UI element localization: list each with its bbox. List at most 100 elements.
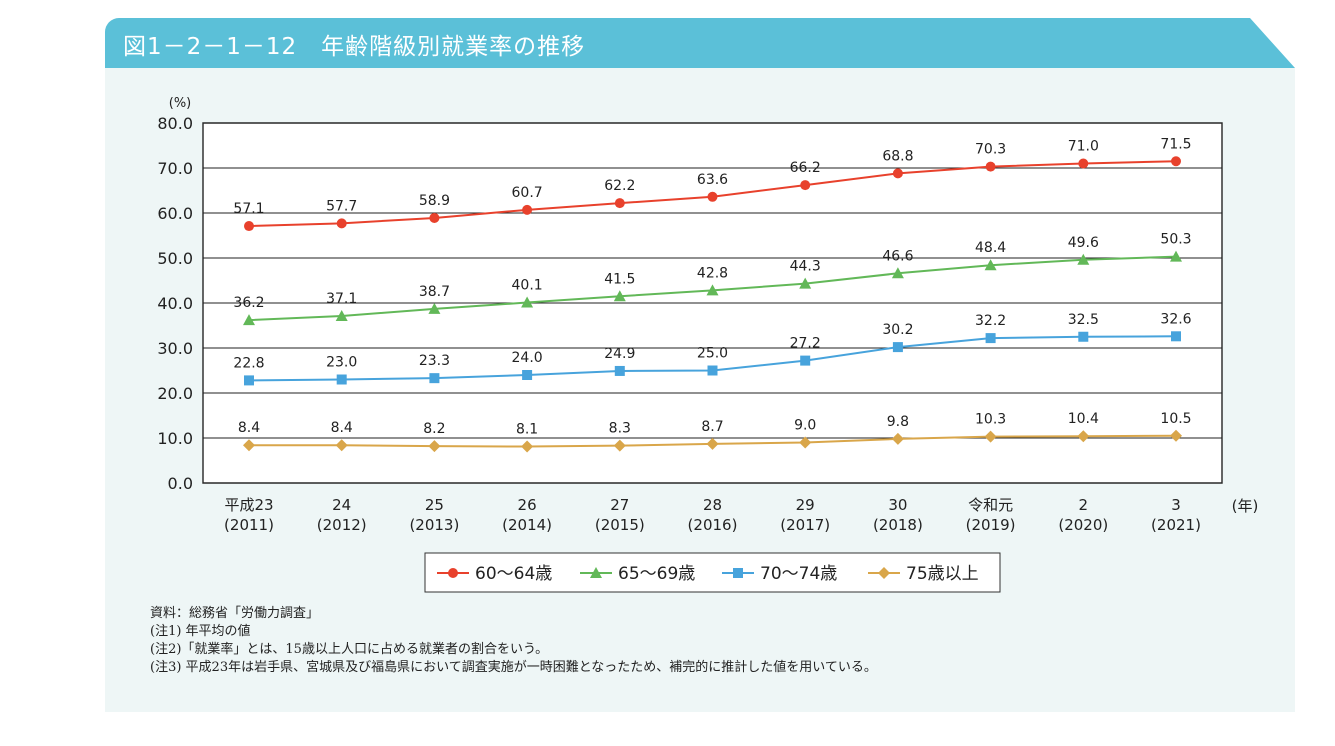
legend-box — [424, 552, 1001, 593]
data-label: 22.8 — [233, 355, 264, 371]
data-label: 30.2 — [882, 322, 913, 338]
data-point — [984, 259, 997, 271]
data-point — [522, 370, 533, 380]
y-axis-unit: (%) — [169, 96, 192, 111]
data-point — [614, 198, 625, 209]
x-tick-sublabel: (2017) — [780, 516, 830, 534]
data-point — [707, 191, 718, 202]
data-point — [335, 310, 348, 322]
x-tick-sublabel: (2014) — [502, 516, 552, 534]
x-tick-sublabel: (2018) — [873, 516, 923, 534]
data-label: 68.8 — [882, 148, 913, 164]
data-label: 36.2 — [233, 295, 264, 311]
y-tick-label: 50.0 — [157, 249, 193, 268]
x-tick-label: 24 — [332, 496, 351, 514]
data-label: 44.3 — [790, 259, 821, 275]
data-point — [985, 333, 996, 344]
data-label: 46.6 — [882, 248, 913, 264]
data-label: 40.1 — [512, 278, 543, 294]
legend-marker — [733, 568, 743, 578]
legend-label: 75歳以上 — [906, 564, 979, 584]
x-tick-sublabel: (2013) — [409, 516, 459, 534]
data-label: 41.5 — [604, 271, 635, 287]
x-tick-label: 26 — [518, 496, 537, 514]
data-point — [800, 355, 811, 366]
title-bar: 図1－2－1－12 年齢階級別就業率の推移 — [105, 18, 1295, 68]
data-label: 71.5 — [1160, 136, 1191, 152]
x-tick-label: 27 — [610, 496, 629, 514]
data-point — [613, 290, 626, 302]
data-point — [244, 221, 254, 232]
data-point — [1171, 156, 1181, 167]
x-tick-sublabel: (2021) — [1151, 516, 1201, 534]
data-point — [521, 440, 534, 453]
x-tick-label: 平成23 — [224, 496, 273, 514]
data-label: 66.2 — [790, 160, 821, 176]
data-label: 32.2 — [975, 313, 1006, 329]
data-point — [428, 302, 441, 314]
data-point — [613, 439, 626, 452]
data-label: 50.3 — [1160, 232, 1191, 248]
x-tick-label: 2 — [1079, 496, 1089, 514]
data-point — [800, 180, 811, 191]
x-tick-sublabel: (2015) — [595, 516, 645, 534]
data-label: 8.4 — [331, 420, 353, 436]
y-tick-label: 20.0 — [157, 384, 193, 403]
data-label: 8.7 — [701, 419, 723, 435]
x-tick-label: 28 — [703, 496, 722, 514]
note-2: (注2)「就業率」とは、15歳以上人口に占める就業者の割合をいう。 — [150, 642, 549, 657]
x-tick-sublabel: (2016) — [688, 516, 738, 534]
data-point — [892, 168, 903, 179]
x-tick-sublabel: (2012) — [317, 516, 367, 534]
data-label: 24.0 — [512, 350, 543, 366]
data-label: 57.7 — [326, 198, 357, 214]
notes: 資料：総務省「労働力調査」 (注1) 年平均の値 (注2)「就業率」とは、15歳… — [150, 605, 877, 677]
data-point — [891, 432, 904, 445]
data-label: 60.7 — [512, 185, 543, 201]
legend-marker — [590, 567, 602, 578]
data-point — [707, 365, 718, 376]
x-tick-sublabel: (2011) — [224, 516, 274, 534]
data-label: 32.6 — [1160, 311, 1191, 327]
y-tick-label: 60.0 — [157, 204, 193, 223]
data-point — [521, 296, 534, 308]
x-tick-sublabel: (2019) — [966, 516, 1016, 534]
data-point — [1077, 253, 1090, 265]
x-tick-label: 25 — [425, 496, 444, 514]
legend-label: 60～64歳 — [475, 564, 552, 584]
data-label: 58.9 — [419, 193, 450, 209]
data-label: 49.6 — [1068, 235, 1099, 251]
data-point — [706, 284, 719, 296]
data-label: 25.0 — [697, 346, 728, 362]
y-tick-label: 30.0 — [157, 339, 193, 358]
x-tick-label: 29 — [796, 496, 815, 514]
data-point — [706, 437, 719, 450]
y-tick-label: 70.0 — [157, 159, 193, 178]
y-tick-label: 10.0 — [157, 429, 193, 448]
data-point — [429, 373, 440, 384]
data-label: 10.3 — [975, 412, 1006, 428]
data-label: 8.3 — [609, 421, 631, 437]
data-point — [336, 218, 347, 229]
data-label: 57.1 — [233, 201, 264, 217]
data-point — [1170, 250, 1182, 262]
y-tick-label: 0.0 — [168, 474, 193, 493]
x-axis-unit: (年) — [1232, 497, 1259, 515]
y-tick-label: 80.0 — [157, 114, 193, 133]
data-label: 48.4 — [975, 240, 1006, 256]
data-point — [243, 439, 255, 452]
data-label: 24.9 — [604, 346, 635, 362]
data-point — [1078, 331, 1089, 342]
data-label: 71.0 — [1068, 139, 1099, 155]
data-point — [1170, 429, 1182, 442]
data-point — [243, 314, 255, 326]
data-label: 38.7 — [419, 284, 450, 300]
data-label: 9.8 — [887, 414, 909, 430]
data-label: 62.2 — [604, 178, 635, 194]
data-point — [522, 204, 533, 215]
data-point — [1171, 331, 1181, 342]
data-point — [428, 440, 441, 453]
note-source: 資料：総務省「労働力調査」 — [150, 606, 320, 621]
data-label: 70.3 — [975, 142, 1006, 158]
